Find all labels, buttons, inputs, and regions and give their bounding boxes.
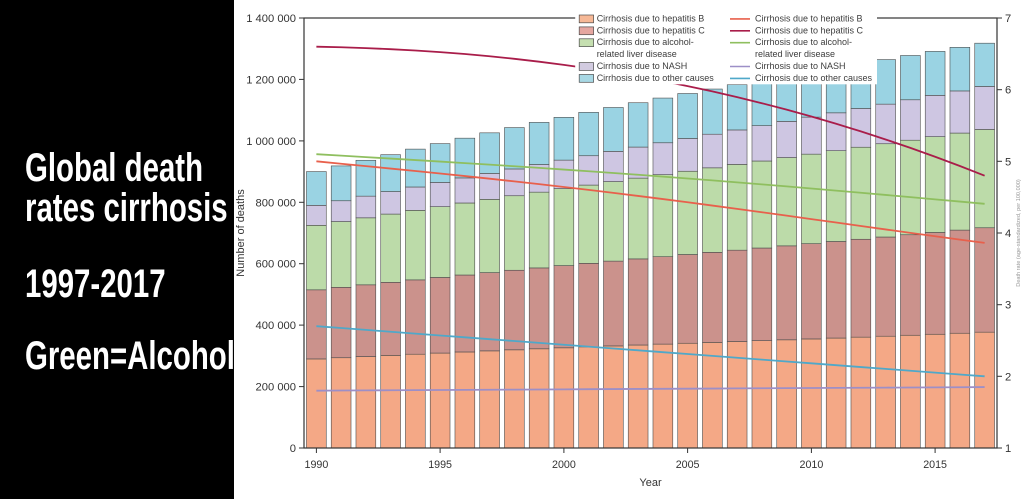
svg-text:Cirrhosis due to NASH: Cirrhosis due to NASH <box>597 61 688 71</box>
svg-text:Death rate (age-standardized,: Death rate (age-standardized, per 100,00… <box>1016 179 1022 287</box>
svg-text:Year: Year <box>639 477 662 489</box>
svg-text:Cirrhosis due to NASH: Cirrhosis due to NASH <box>755 61 846 71</box>
svg-text:800 000: 800 000 <box>256 197 296 209</box>
svg-text:5: 5 <box>1005 156 1011 168</box>
svg-text:Cirrhosis due to hepatitis B: Cirrhosis due to hepatitis B <box>755 13 863 23</box>
svg-text:200 000: 200 000 <box>256 382 296 394</box>
svg-text:2000: 2000 <box>552 459 576 471</box>
svg-text:1 400 000: 1 400 000 <box>246 13 296 25</box>
svg-text:Cirrhosis due to hepatitis C: Cirrhosis due to hepatitis C <box>597 25 706 35</box>
svg-text:Cirrhosis due to other causes: Cirrhosis due to other causes <box>597 73 715 83</box>
svg-text:1990: 1990 <box>305 459 329 471</box>
svg-text:1 000 000: 1 000 000 <box>246 136 296 148</box>
svg-text:Cirrhosis due to other causes: Cirrhosis due to other causes <box>755 73 873 83</box>
svg-text:related liver disease: related liver disease <box>597 49 677 59</box>
svg-text:0: 0 <box>290 443 296 455</box>
svg-text:7: 7 <box>1005 13 1011 25</box>
svg-text:related liver disease: related liver disease <box>755 49 835 59</box>
svg-text:1: 1 <box>1005 443 1011 455</box>
svg-text:600 000: 600 000 <box>256 259 296 271</box>
svg-text:Cirrhosis due to hepatitis C: Cirrhosis due to hepatitis C <box>755 25 864 35</box>
svg-text:Cirrhosis due to hepatitis B: Cirrhosis due to hepatitis B <box>597 13 705 23</box>
svg-text:1995: 1995 <box>428 459 452 471</box>
svg-text:Cirrhosis due to alcohol-: Cirrhosis due to alcohol- <box>755 37 852 47</box>
svg-text:Cirrhosis due to alcohol-: Cirrhosis due to alcohol- <box>597 37 694 47</box>
svg-text:1 200 000: 1 200 000 <box>246 74 296 86</box>
svg-text:6: 6 <box>1005 85 1011 97</box>
svg-text:Number of deaths: Number of deaths <box>235 189 247 277</box>
svg-text:400 000: 400 000 <box>256 320 296 332</box>
svg-text:3: 3 <box>1005 300 1011 312</box>
svg-text:2015: 2015 <box>923 459 947 471</box>
svg-text:2005: 2005 <box>676 459 700 471</box>
svg-text:2010: 2010 <box>800 459 824 471</box>
svg-text:2: 2 <box>1005 371 1011 383</box>
svg-text:4: 4 <box>1005 228 1011 240</box>
